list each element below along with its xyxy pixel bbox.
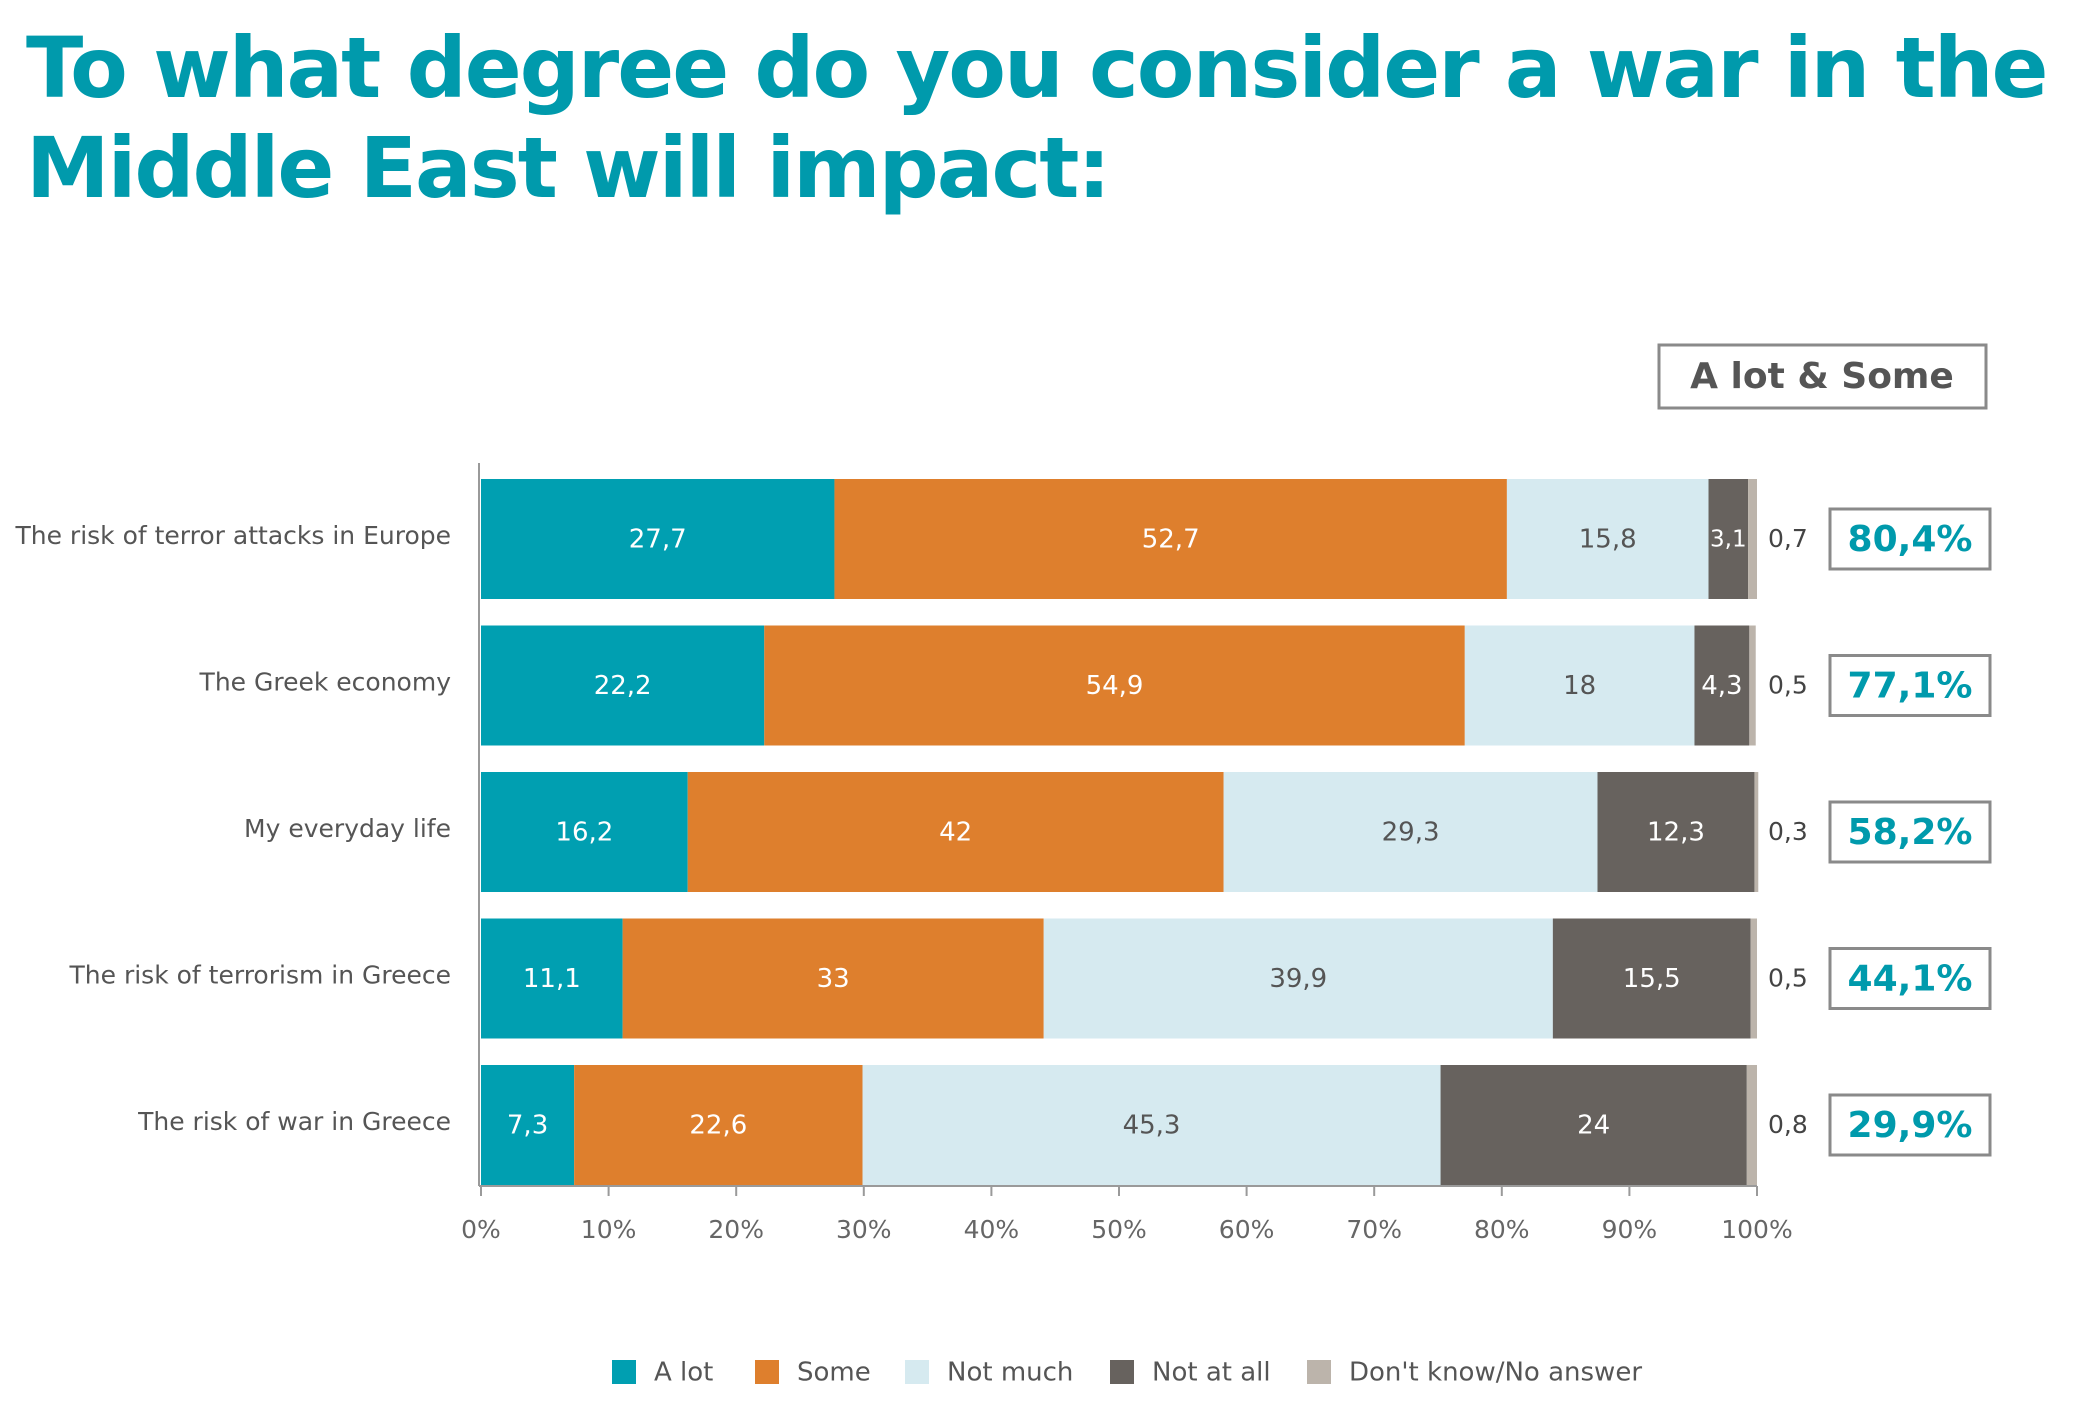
x-tick-label-3: 30% <box>836 1215 892 1244</box>
legend-label-not-at-all: Not at all <box>1152 1358 1271 1388</box>
data-label-some-4: 33 <box>817 964 850 994</box>
bar-segment-some-4 <box>622 918 1044 1039</box>
data-label-not-at-all-1: 3,1 <box>1710 527 1747 553</box>
data-label-not-at-all-3: 12,3 <box>1647 818 1705 848</box>
summary-box-4 <box>1828 947 1992 1010</box>
bar-segment-don-t-know-no-answer-3 <box>1754 772 1759 892</box>
data-label-don-t-know-no-answer-3: 0,3 <box>1768 817 1808 846</box>
category-label-the-risk-of-terrorism-in-greece: The risk of terrorism in Greece <box>69 961 451 990</box>
bar-segment-some-3 <box>687 772 1224 892</box>
bar-segment-not-at-all-4 <box>1552 918 1751 1039</box>
data-label-a-lot-2: 22,2 <box>594 671 652 701</box>
legend-swatch-not-at-all <box>1110 1360 1134 1384</box>
data-label-some-2: 54,9 <box>1086 671 1144 701</box>
category-label-the-risk-of-terror-attacks-in-europe: The risk of terror attacks in Europe <box>14 521 451 550</box>
x-tick-label-5: 50% <box>1091 1215 1147 1244</box>
data-label-a-lot-5: 7,3 <box>507 1111 548 1141</box>
x-tick-label-6: 60% <box>1219 1215 1275 1244</box>
data-label-a-lot-1: 27,7 <box>629 525 687 555</box>
bar-segment-a-lot-3 <box>481 772 688 892</box>
data-label-not-much-4: 39,9 <box>1269 964 1327 994</box>
bar-segment-don-t-know-no-answer-5 <box>1746 1065 1757 1185</box>
x-tick-label-7: 70% <box>1346 1215 1402 1244</box>
bars-layer: 27,7 52,7 15,8 3,1 0,7 22,2 54,9 18 4,3 0,5 16,2 42… <box>481 479 1808 1185</box>
x-tick-label-9: 90% <box>1602 1215 1658 1244</box>
data-label-some-3: 42 <box>939 818 972 848</box>
x-tick-label-4: 40% <box>964 1215 1020 1244</box>
bar-segment-a-lot-1 <box>481 479 835 599</box>
data-label-some-1: 52,7 <box>1142 525 1200 555</box>
x-tick-label-10: 100% <box>1721 1215 1792 1244</box>
data-label-not-much-2: 18 <box>1563 671 1596 701</box>
summary-box-3 <box>1828 800 1992 864</box>
summary-header-text: A lot & Some <box>1690 356 1954 397</box>
x-tick-label-8: 80% <box>1474 1215 1530 1244</box>
data-label-a-lot-4: 11,1 <box>523 964 581 994</box>
legend-label-not-much: Not much <box>947 1358 1073 1388</box>
data-label-not-at-all-5: 24 <box>1577 1111 1610 1141</box>
data-label-don-t-know-no-answer-2: 0,5 <box>1768 671 1808 700</box>
bar-segment-a-lot-4 <box>481 918 623 1039</box>
bar-segment-not-at-all-1 <box>1708 479 1749 599</box>
data-label-a-lot-3: 16,2 <box>555 818 613 848</box>
data-label-don-t-know-no-answer-5: 0,8 <box>1768 1110 1808 1139</box>
axis-layer: The risk of terror attacks in Europe The … <box>14 463 1793 1244</box>
data-label-not-much-3: 29,3 <box>1382 818 1440 848</box>
legend-swatch-a-lot <box>612 1360 636 1384</box>
bar-segment-some-5 <box>574 1065 863 1185</box>
bar-segment-a-lot-5 <box>481 1065 575 1185</box>
data-label-don-t-know-no-answer-1: 0,7 <box>1768 524 1808 553</box>
bar-segment-not-much-5 <box>862 1065 1441 1185</box>
data-label-not-at-all-2: 4,3 <box>1701 671 1742 701</box>
category-label-my-everyday-life: My everyday life <box>244 814 451 843</box>
bar-segment-some-1 <box>834 479 1507 599</box>
bar-segment-not-much-1 <box>1506 479 1709 599</box>
legend-label-don-t-know-no-answer: Don't know/No answer <box>1349 1358 1642 1388</box>
summary-value-5: 29,9% <box>1848 1105 1973 1146</box>
bar-segment-not-at-all-2 <box>1694 625 1750 746</box>
bar-segment-don-t-know-no-answer-2 <box>1749 625 1756 746</box>
legend-swatch-not-much <box>905 1360 929 1384</box>
bar-segment-not-much-2 <box>1464 625 1695 746</box>
legend-swatch-don-t-know-no-answer <box>1307 1360 1331 1384</box>
category-label-the-risk-of-war-in-greece: The risk of war in Greece <box>137 1107 451 1136</box>
summary-header-box <box>1657 343 1988 410</box>
bar-segment-not-much-4 <box>1043 918 1553 1039</box>
bar-segment-a-lot-2 <box>481 625 765 746</box>
x-tick-label-0: 0% <box>461 1215 501 1244</box>
x-tick-label-2: 20% <box>708 1215 764 1244</box>
summary-value-4: 44,1% <box>1848 959 1973 1000</box>
x-tick-label-1: 10% <box>581 1215 637 1244</box>
summary-value-3: 58,2% <box>1848 812 1973 853</box>
data-label-not-much-1: 15,8 <box>1579 525 1637 555</box>
summary-box-2 <box>1828 654 1992 717</box>
summary-layer: 80,4% 77,1% 58,2% 44,1% 29,9% A lot & Some <box>1657 343 1992 1157</box>
data-label-some-5: 22,6 <box>689 1111 747 1141</box>
category-label-the-greek-economy: The Greek economy <box>199 668 452 697</box>
bar-segment-not-at-all-5 <box>1440 1065 1747 1185</box>
legend-label-some: Some <box>797 1358 871 1388</box>
summary-value-1: 80,4% <box>1848 519 1973 560</box>
legend-layer: A lot Some Not much Not at all Don't know/No… <box>612 1358 1642 1388</box>
bar-segment-don-t-know-no-answer-1 <box>1748 479 1757 599</box>
data-label-not-much-5: 45,3 <box>1123 1111 1181 1141</box>
summary-box-1 <box>1828 507 1992 571</box>
page-title: To what degree do you consider a war in … <box>26 19 2049 217</box>
legend-swatch-some <box>755 1360 779 1384</box>
summary-box-5 <box>1828 1093 1992 1157</box>
legend-label-a-lot: A lot <box>654 1358 713 1388</box>
bar-segment-not-at-all-3 <box>1597 772 1755 892</box>
bar-segment-don-t-know-no-answer-4 <box>1750 918 1757 1039</box>
data-label-not-at-all-4: 15,5 <box>1623 964 1681 994</box>
summary-value-2: 77,1% <box>1848 666 1973 707</box>
bar-segment-not-much-3 <box>1223 772 1598 892</box>
data-label-don-t-know-no-answer-4: 0,5 <box>1768 964 1808 993</box>
bar-segment-some-2 <box>764 625 1465 746</box>
